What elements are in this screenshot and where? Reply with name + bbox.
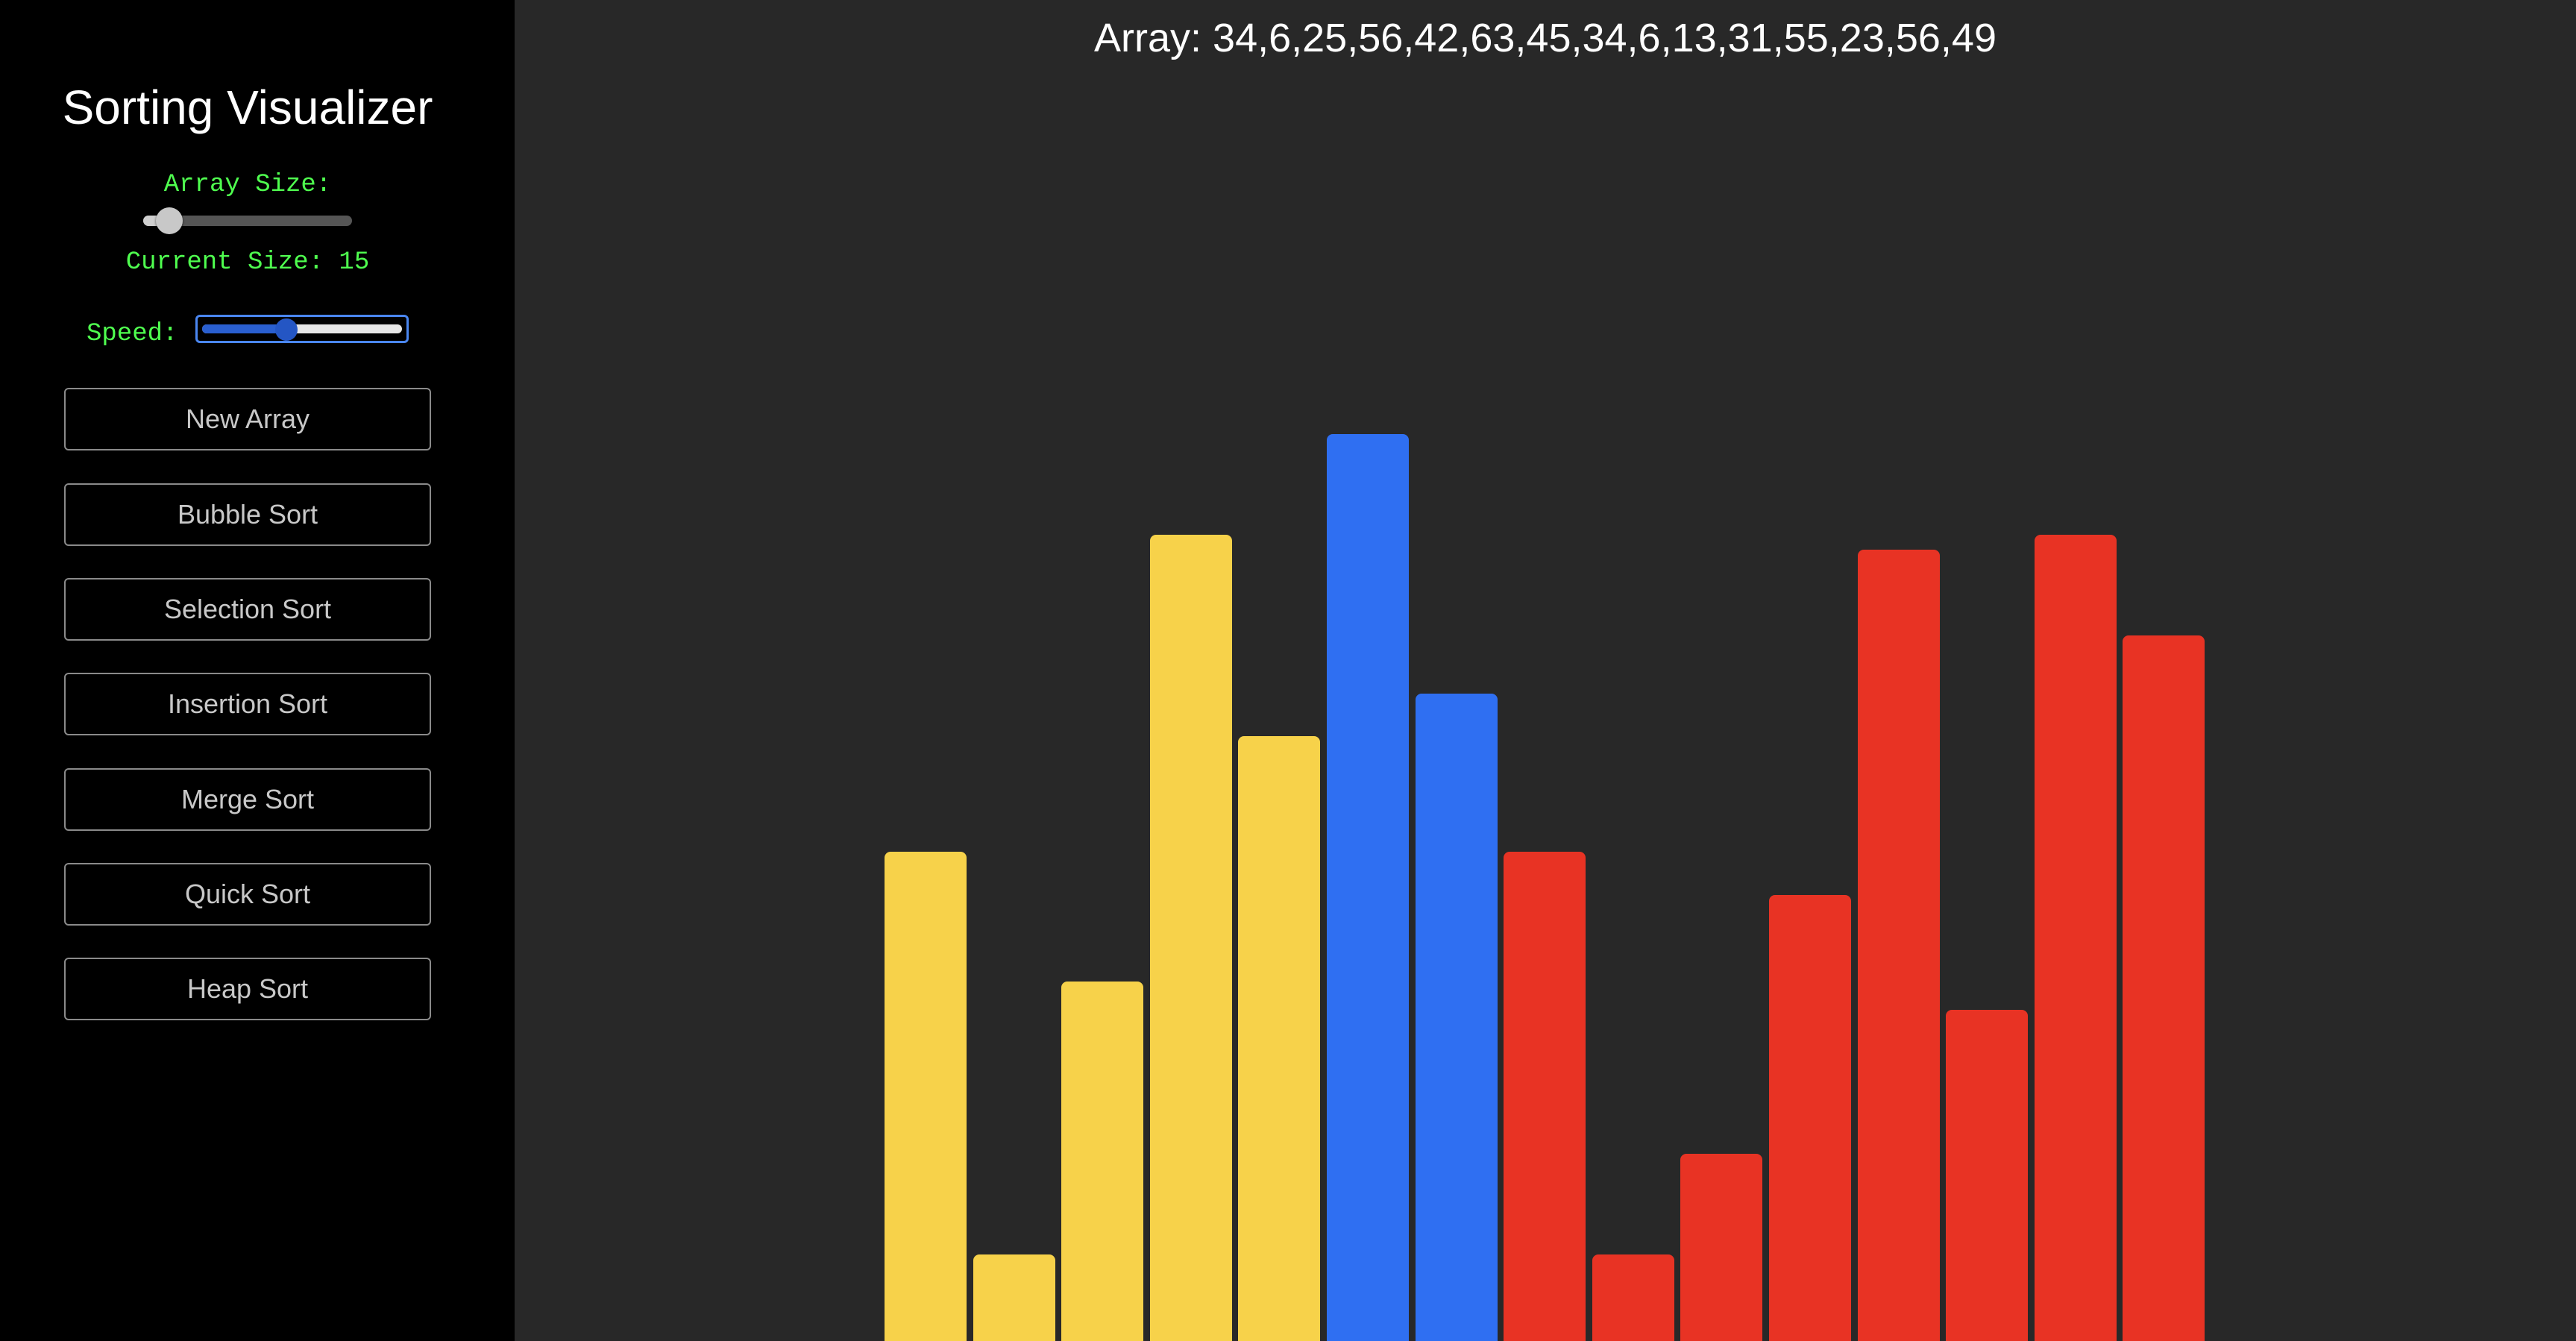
- quick-sort-button[interactable]: Quick Sort: [64, 863, 431, 926]
- bar-14: [2123, 635, 2205, 1341]
- current-size-text: Current Size: 15: [125, 248, 370, 277]
- bubble-sort-button[interactable]: Bubble Sort: [64, 483, 431, 546]
- heap-sort-button[interactable]: Heap Sort: [64, 958, 431, 1020]
- speed-slider-fill: [202, 324, 286, 333]
- new-array-button[interactable]: New Array: [64, 388, 431, 450]
- merge-sort-button[interactable]: Merge Sort: [64, 768, 431, 831]
- array-size-slider[interactable]: [143, 207, 352, 234]
- bar-chart: [515, 0, 2576, 1341]
- bar-3: [1149, 535, 1232, 1341]
- selection-sort-button[interactable]: Selection Sort: [64, 578, 431, 641]
- bar-5: [1327, 434, 1409, 1341]
- array-size-slider-track: [143, 216, 352, 226]
- app-title: Sorting Visualizer: [62, 81, 433, 134]
- bar-4: [1238, 736, 1321, 1341]
- bar-8: [1592, 1254, 1674, 1341]
- bar-10: [1769, 894, 1851, 1341]
- bar-13: [2034, 535, 2117, 1341]
- speed-slider-thumb[interactable]: [274, 318, 298, 341]
- speed-slider[interactable]: [195, 315, 409, 343]
- visualization-area: Array: 34,6,25,56,42,63,45,34,6,13,31,55…: [515, 0, 2576, 1341]
- insertion-sort-button[interactable]: Insertion Sort: [64, 673, 431, 735]
- bar-9: [1680, 1154, 1763, 1341]
- bar-7: [1504, 851, 1586, 1341]
- bar-1: [973, 1254, 1055, 1341]
- bar-12: [1946, 1010, 2029, 1341]
- bar-0: [885, 851, 967, 1341]
- speed-label: Speed:: [87, 320, 178, 348]
- array-size-slider-thumb[interactable]: [156, 207, 183, 234]
- array-size-label: Array Size:: [163, 171, 332, 199]
- bar-6: [1415, 693, 1498, 1341]
- sidebar: Sorting Visualizer Array Size: Current S…: [0, 0, 515, 1341]
- bar-2: [1061, 981, 1144, 1341]
- array-values-text: Array: 34,6,25,56,42,63,45,34,6,13,31,55…: [1094, 16, 1997, 60]
- bar-11: [1857, 549, 1940, 1341]
